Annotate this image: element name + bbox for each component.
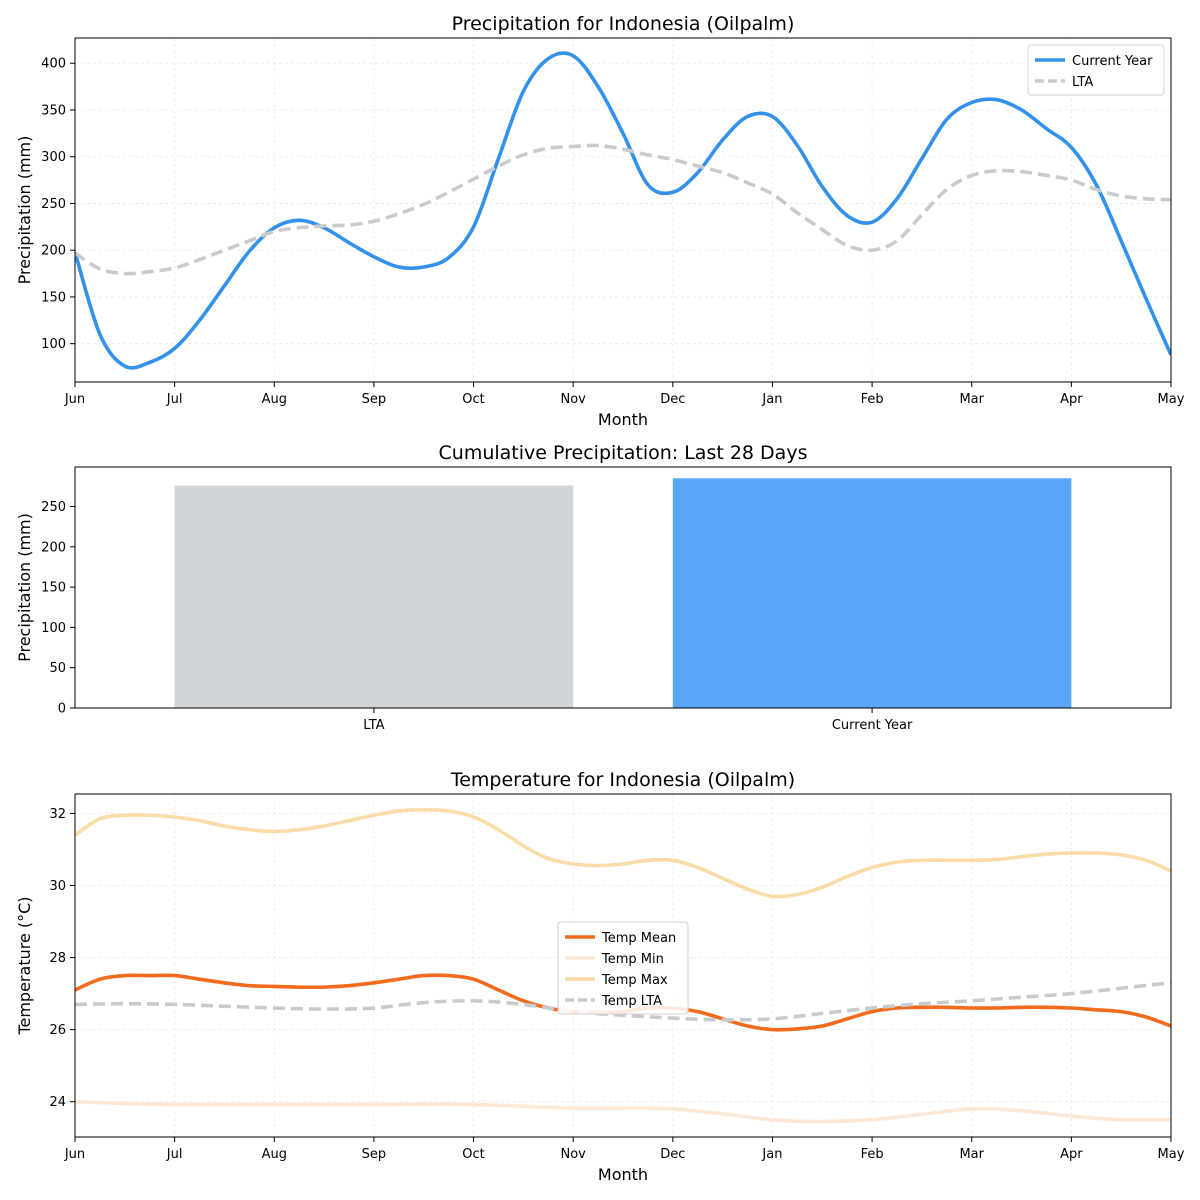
legend-label: Temp Min <box>601 952 664 967</box>
y-tick-label: 300 <box>41 150 66 165</box>
y-tick-label: 400 <box>41 57 66 72</box>
y-axis-label: Precipitation (mm) <box>15 136 34 285</box>
x-tick-label: Jan <box>761 1147 782 1162</box>
series-line-temp-lta <box>75 981 1171 1022</box>
x-tick-label: Oct <box>462 392 484 407</box>
x-tick-label: Jul <box>166 392 183 407</box>
series-line-temp-min <box>75 1099 1171 1124</box>
x-tick-label: Mar <box>959 392 984 407</box>
plot-frame <box>74 793 1172 1138</box>
plot-frame <box>74 37 1172 383</box>
y-tick-label: 100 <box>41 621 66 636</box>
x-tick-label: Jul <box>166 1147 183 1162</box>
y-tick-label: 350 <box>41 103 66 118</box>
x-tick-label: May <box>1158 1147 1185 1162</box>
x-tick-label: Jan <box>761 392 782 407</box>
x-tick-label: Current Year <box>832 718 913 733</box>
y-tick-label: 32 <box>49 807 66 822</box>
x-tick-label: Nov <box>560 392 586 407</box>
x-axis-label: Month <box>598 410 648 429</box>
x-tick-label: May <box>1158 392 1185 407</box>
y-tick-label: 200 <box>41 244 66 259</box>
chart-title: Temperature for Indonesia (Oilpalm) <box>450 769 795 791</box>
y-axis-label: Temperature (°C) <box>15 896 34 1035</box>
y-tick-label: 0 <box>58 702 66 717</box>
y-tick-label: 200 <box>41 540 66 555</box>
bar-current-year <box>672 478 1072 708</box>
legend-label: LTA <box>1072 75 1093 90</box>
x-tick-label: Jun <box>64 1147 85 1162</box>
x-tick-label: Oct <box>462 1147 484 1162</box>
y-axis-label: Precipitation (mm) <box>15 513 34 662</box>
y-tick-label: 24 <box>49 1095 66 1110</box>
x-tick-label: Dec <box>660 1147 685 1162</box>
legend-label: Current Year <box>1072 54 1153 69</box>
x-tick-label: Apr <box>1060 1147 1083 1162</box>
y-tick-label: 150 <box>41 581 66 596</box>
y-tick-label: 100 <box>41 337 66 352</box>
y-tick-label: 26 <box>49 1023 66 1038</box>
y-tick-label: 250 <box>41 500 66 515</box>
x-tick-label: Mar <box>959 1147 984 1162</box>
x-tick-label: Jun <box>64 392 85 407</box>
x-tick-label: Feb <box>861 392 884 407</box>
x-axis-label: Month <box>598 1165 648 1184</box>
series-line-current-year <box>75 51 1171 370</box>
x-tick-label: Aug <box>262 1147 287 1162</box>
x-tick-label: Sep <box>362 1147 387 1162</box>
x-tick-label: Feb <box>861 1147 884 1162</box>
y-tick-label: 50 <box>49 661 66 676</box>
series-line-lta <box>75 143 1171 276</box>
chart-title: Cumulative Precipitation: Last 28 Days <box>439 442 808 464</box>
x-tick-label: Dec <box>660 392 685 407</box>
y-tick-label: 150 <box>41 290 66 305</box>
legend-box <box>557 921 689 1015</box>
legend-label: Temp Mean <box>601 931 676 946</box>
legend-box <box>1027 44 1165 96</box>
x-tick-label: LTA <box>363 718 384 733</box>
series-line-temp-max <box>75 808 1171 899</box>
bar-lta <box>174 485 574 708</box>
x-tick-label: Aug <box>262 392 287 407</box>
legend-label: Temp LTA <box>601 994 662 1009</box>
x-tick-label: Nov <box>560 1147 586 1162</box>
y-tick-label: 28 <box>49 951 66 966</box>
y-tick-label: 250 <box>41 197 66 212</box>
x-tick-label: Apr <box>1060 392 1083 407</box>
x-tick-label: Sep <box>362 392 387 407</box>
legend-label: Temp Max <box>601 973 668 988</box>
y-tick-label: 30 <box>49 879 66 894</box>
chart-title: Precipitation for Indonesia (Oilpalm) <box>452 13 795 35</box>
